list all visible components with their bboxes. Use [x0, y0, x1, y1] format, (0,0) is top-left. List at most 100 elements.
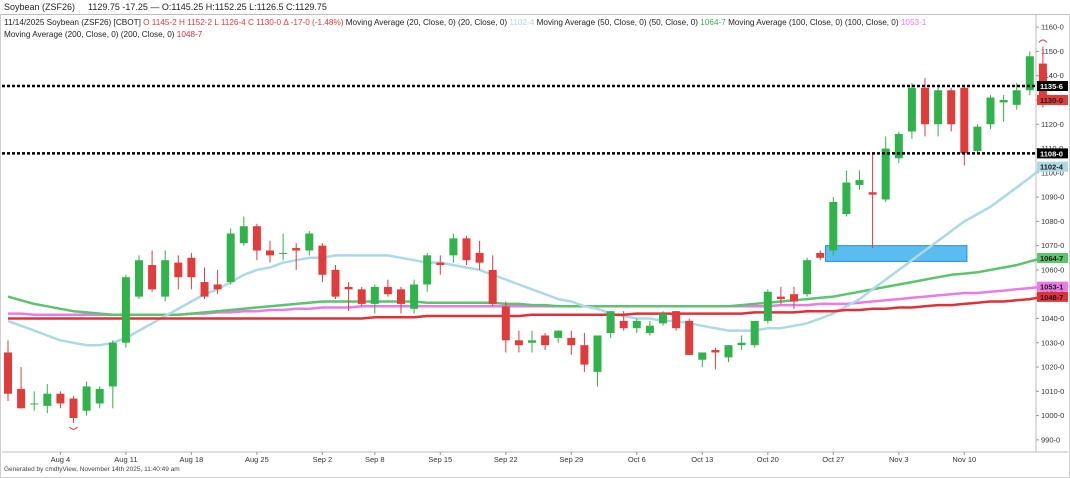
candle-body: [672, 311, 681, 329]
y-tick-label: 1010-0: [1041, 387, 1064, 396]
candle-body: [397, 289, 405, 304]
candle-body: [292, 248, 301, 251]
candle-body: [528, 340, 536, 343]
candle-body: [344, 286, 353, 290]
x-tick-label: Sep 15: [428, 455, 452, 464]
instrument-name: Soybean (ZSF26): [4, 2, 76, 12]
candle-body: [69, 398, 78, 419]
candle-body: [619, 320, 628, 329]
x-tick-label: Aug 18: [180, 455, 204, 464]
legend-change: Δ -17-0 (-1.48%): [283, 18, 344, 27]
candle-body: [423, 255, 432, 285]
legend-ma20-value: 1102-4: [509, 18, 535, 27]
candle-body: [816, 252, 825, 258]
ma200-line: [8, 295, 1044, 320]
swing-low-marker: [69, 426, 78, 430]
axis-price-label: 1064-7: [1040, 254, 1063, 263]
support-zone: [824, 245, 968, 262]
swing-high-marker: [1038, 39, 1048, 43]
candle-body: [999, 99, 1008, 103]
legend-ma100-value: 1053-1: [900, 18, 927, 27]
candle-body: [383, 286, 392, 295]
candle-body: [174, 262, 183, 278]
candle-body: [43, 393, 52, 406]
y-tick-label: 990-0: [1041, 435, 1060, 444]
y-tick-label: 1070-0: [1041, 241, 1064, 250]
x-tick-label: Nov 3: [889, 455, 909, 464]
candle-body: [161, 260, 170, 297]
footer-credit: Generated by cmdtyView, November 14th 20…: [4, 466, 180, 473]
candle-body: [868, 192, 877, 195]
candle-body: [357, 289, 366, 304]
candle-body: [108, 342, 117, 387]
candle-body: [279, 252, 288, 254]
candle-body: [4, 352, 12, 394]
ma20-line: [7, 165, 1044, 347]
candle-body: [645, 325, 654, 334]
candle-body: [894, 133, 903, 159]
level-price-tag: [1037, 81, 1068, 92]
x-tick-label: Oct 6: [628, 455, 646, 464]
candle-body: [907, 87, 916, 132]
candle-body: [30, 403, 39, 405]
y-tick-label: 1020-0: [1041, 363, 1064, 372]
candle-body: [947, 90, 956, 125]
candle-body: [501, 306, 510, 341]
axis-price-label: 1102-4: [1040, 163, 1064, 172]
legend-open: O 1145-2: [143, 18, 177, 27]
candle-body: [135, 260, 143, 297]
quote-summary: 1129.75 -17.25 — O:1145.25 H:1152.25 L:1…: [88, 2, 327, 12]
candle-body: [121, 277, 130, 343]
candle-body: [921, 87, 929, 125]
candle-body: [567, 337, 576, 346]
axis-price-tag: [1037, 291, 1068, 302]
candle-body: [200, 282, 209, 297]
candle-body: [580, 345, 589, 365]
candle-body: [724, 345, 733, 358]
candle-body: [449, 238, 458, 256]
level-price-tag: [1037, 148, 1068, 159]
candle-body: [239, 226, 248, 244]
candle-body: [855, 180, 864, 185]
candle-body: [554, 330, 563, 338]
x-tick-label: Aug 11: [114, 455, 137, 464]
candle-body: [17, 388, 26, 409]
x-tick-label: Oct 20: [757, 455, 779, 464]
level-price-label: 1108-0: [1040, 149, 1063, 158]
candle-body: [776, 296, 785, 300]
x-tick-label: Oct 27: [822, 455, 844, 464]
candle-body: [436, 262, 445, 266]
candle-body: [986, 97, 995, 125]
legend-ma200-name: Moving Average (200, Close, 0) (200, Clo…: [4, 30, 175, 39]
x-tick-label: Sep 2: [313, 455, 333, 464]
x-tick-label: Aug 4: [51, 455, 71, 464]
candle-body: [331, 269, 340, 297]
candle-body: [685, 320, 694, 355]
y-tick-label: 1040-0: [1041, 314, 1064, 323]
y-tick-label: 1080-0: [1041, 217, 1064, 226]
candle-body: [842, 182, 851, 215]
x-tick-label: Nov 10: [952, 455, 976, 464]
legend: 11/14/2025 Soybean (ZSF26) [CBOT] O 1145…: [4, 17, 1034, 41]
y-tick-label: 1030-0: [1041, 338, 1064, 347]
candle-body: [56, 393, 65, 404]
candle-body: [973, 126, 982, 151]
candle-body: [541, 335, 550, 346]
y-tick-label: 1160-0: [1041, 23, 1064, 32]
axis-price-label: 1048-7: [1040, 293, 1063, 302]
candle-body: [790, 294, 798, 302]
y-tick-label: 1140-0: [1041, 71, 1064, 80]
candle-body: [95, 388, 104, 404]
candle-body: [1012, 90, 1021, 105]
candle-body: [370, 286, 379, 304]
candle-body: [632, 320, 641, 329]
axis-price-label: 1053-1: [1040, 283, 1063, 292]
y-tick-label: 1090-0: [1041, 193, 1064, 202]
candle-body: [698, 352, 707, 360]
legend-ma50-value: 1064-7: [700, 18, 726, 27]
candle-body: [475, 252, 484, 263]
candle-body: [462, 238, 471, 261]
candle-body: [960, 87, 969, 154]
legend-high: H 1152-2: [178, 18, 213, 27]
